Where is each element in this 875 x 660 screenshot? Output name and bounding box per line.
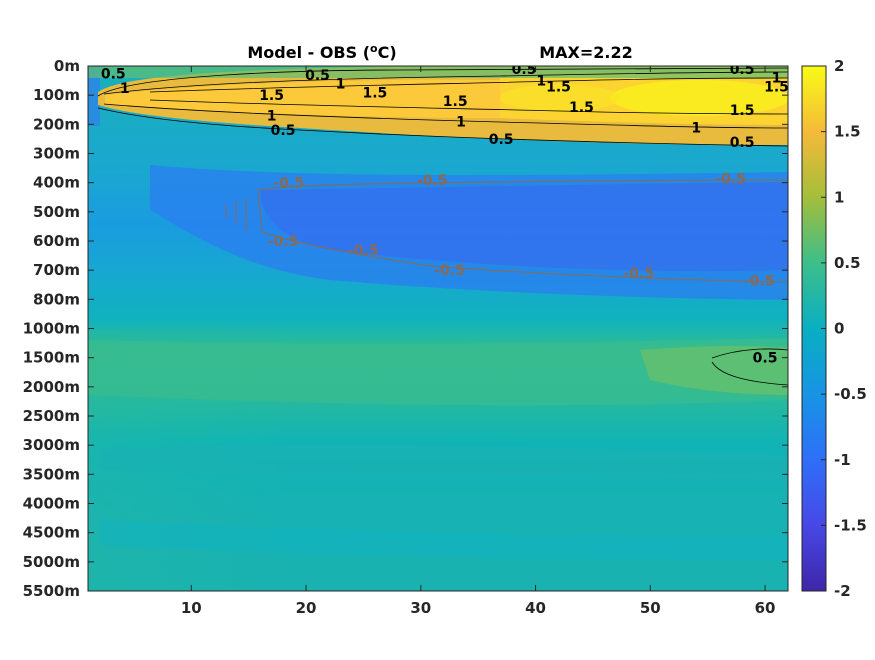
contour-label: 1 [336,77,346,93]
contour-label: -0.5 [268,234,299,250]
contour-0.5-deep [711,348,788,386]
colorbar-tick-label: -1.5 [834,516,867,534]
surface-top-band [88,66,788,78]
colorbar-tick-label: -1 [834,451,851,469]
warm-surface-core-left [105,79,500,118]
colorbar-tick-label: 0.5 [834,254,861,272]
y-tick-label: 400m [33,174,80,192]
y-tick-label: 4500m [23,524,80,542]
contour-label: 1 [456,114,466,130]
contour-label: 1 [772,71,782,87]
deep-tongue-2 [100,520,788,560]
contour-label: -0.5 [434,263,465,279]
y-tick-label: 3500m [23,465,80,483]
contour-label: 1.5 [362,85,387,101]
contour-labels: 0.510.511.5 1.510.51.510.51 1.51.50.510.51… [101,62,789,367]
x-tick-label: 20 [296,599,317,617]
contour-label: 0.5 [271,123,296,139]
y-tick-label: 700m [33,261,80,279]
heatmap-field: 0.510.511.5 1.510.51.510.51 1.51.50.510.51… [88,62,789,591]
contour-neg0.5-lower [261,231,788,283]
contour-neg0.5-left [225,189,263,233]
contour-label: -0.5 [744,273,775,289]
y-tick-label: 5500m [23,582,80,600]
colorbar-tick-label: -2 [834,582,851,600]
y-tick-label: 1500m [23,349,80,367]
contour-label: 1.5 [730,103,755,119]
y-tick-label: 2500m [23,407,80,425]
colorbar-tick-label: 1 [834,188,844,206]
y-tick-label: 100m [33,86,80,104]
mid-depth-warm-band [88,338,788,406]
contour-1.5-upper [149,77,788,93]
contour-label: 1 [120,81,130,97]
mid-depth-warm-core [640,345,788,395]
x-tick-label: 50 [640,599,661,617]
y-tick-label: 300m [33,145,80,163]
contour-label: 0.5 [101,66,126,82]
contour-label: 1.5 [259,88,284,104]
cold-core-region [260,182,788,272]
y-tick-label: 4000m [23,495,80,513]
contour-label: 1 [536,74,546,90]
contour-label: -0.5 [715,171,746,187]
y-tick-label: 5000m [23,553,80,571]
contour-label: 1 [267,109,277,125]
y-tick-label: 3000m [23,436,80,454]
positive-contours [97,67,788,386]
x-tick-label: 10 [181,599,202,617]
contour-label: -0.5 [348,243,379,259]
y-tick-label: 2000m [23,378,80,396]
contour-1-lower [103,103,788,129]
contour-label: -0.5 [417,173,448,189]
deep-tongue-1 [100,444,788,480]
colorbar-tick-label: 2 [834,57,844,75]
contour-1.5-lower [149,99,788,115]
contour-label: 0.5 [730,135,755,151]
y-tick-label: 600m [33,232,80,250]
contour-label: 1.5 [764,79,789,95]
contour-label: 0.5 [753,351,778,367]
contour-label: 0.5 [730,62,755,78]
y-tick-label: 200m [33,115,80,133]
contour-label: -0.5 [624,266,655,282]
y-axis: 0m 100m 200m 300m 400m 500m 600m 700m 800m 1000m 1… [23,57,788,600]
x-tick-label: 60 [755,599,776,617]
warm-surface-hotspot [610,80,788,116]
contour-label: 1.5 [569,100,594,116]
contour-label: 0.5 [489,132,514,148]
y-tick-label: 500m [33,203,80,221]
contour-neg0.5-upper [257,179,788,191]
warm-surface-hotspot-2 [500,84,620,112]
contour-label: 1 [691,120,701,136]
contour-1-upper [103,71,788,95]
contour-label: 0.5 [305,68,330,84]
y-tick-label: 800m [33,290,80,308]
negative-contours [225,179,788,283]
y-tick-label: 1000m [23,320,80,338]
colorbar-tick-label: 0 [834,320,844,338]
chart-title: Model - OBS (oC) [247,42,396,62]
x-tick-label: 40 [525,599,546,617]
x-axis: 10 20 30 40 50 60 [181,66,776,617]
contour-label: -0.5 [274,176,305,192]
surface-cold-patch [88,66,100,126]
colorbar-tick-label: -0.5 [834,385,867,403]
y-tick-label: 0m [54,57,80,75]
contour-0.5-upper [97,67,788,97]
x-tick-label: 30 [410,599,431,617]
contour-0.5-lower [97,107,788,147]
colorbar-ticks: 2 1.5 1 0.5 0 -0.5 -1 -1.5 -2 [821,57,867,600]
contour-label: 1.5 [443,94,468,110]
contour-label: 1.5 [546,79,571,95]
contour-label: 0.5 [512,62,537,78]
colorbar-tick-label: 1.5 [834,123,861,141]
max-value-label: MAX=2.22 [539,43,633,62]
